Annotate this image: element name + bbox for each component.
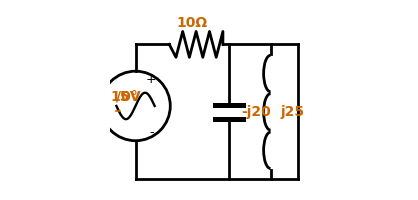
Text: -j20: -j20 xyxy=(241,105,270,119)
Text: V: V xyxy=(125,90,140,104)
Text: j25: j25 xyxy=(280,105,305,119)
Text: -: - xyxy=(149,126,153,139)
Text: 15: 15 xyxy=(111,90,130,104)
Text: +: + xyxy=(146,73,156,86)
Text: /0°: /0° xyxy=(116,90,138,104)
Text: 10Ω: 10Ω xyxy=(176,16,208,30)
